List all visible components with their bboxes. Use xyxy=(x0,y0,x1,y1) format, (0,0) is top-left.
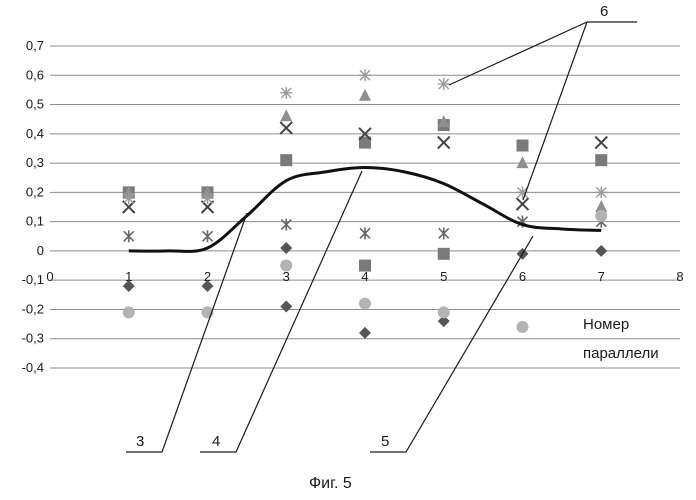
callout-leaders xyxy=(126,22,637,452)
y-tick-label: 0,7 xyxy=(26,38,44,53)
data-point-diamond xyxy=(280,242,292,254)
data-point-x xyxy=(595,137,607,149)
data-point-diamond xyxy=(280,301,292,313)
x-axis-title-line1: Номер xyxy=(583,316,629,333)
data-point-circle xyxy=(438,306,450,318)
y-tick-label: 0,6 xyxy=(26,67,44,82)
data-point-asterisk xyxy=(595,186,607,198)
data-point-x xyxy=(517,198,529,210)
data-point-star xyxy=(203,230,213,242)
callout-leader-5 xyxy=(370,236,533,452)
y-tick-label: 0,2 xyxy=(26,184,44,199)
data-point-circle xyxy=(280,260,292,272)
data-point-asterisk xyxy=(280,87,292,99)
callout-label-3: 3 xyxy=(136,433,144,450)
data-point-diamond xyxy=(595,245,607,257)
x-tick-label: 6 xyxy=(519,269,526,284)
data-point-triangle xyxy=(359,89,371,101)
data-point-asterisk xyxy=(202,192,214,204)
data-point-x xyxy=(280,122,292,134)
data-point-circle xyxy=(359,298,371,310)
data-point-triangle xyxy=(517,156,529,168)
data-point-diamond xyxy=(359,327,371,339)
data-point-asterisk xyxy=(438,78,450,90)
data-point-star xyxy=(360,227,370,239)
data-point-triangle xyxy=(280,109,292,121)
callout-leader-4 xyxy=(200,171,362,452)
data-point-circle xyxy=(517,321,529,333)
data-point-star xyxy=(439,227,449,239)
x-tick-label: 8 xyxy=(676,269,683,284)
data-point-asterisk xyxy=(123,192,135,204)
y-tick-label: 0,4 xyxy=(26,126,44,141)
data-point-asterisk xyxy=(359,69,371,81)
y-tick-label: -0,1 xyxy=(22,272,44,287)
data-point-square xyxy=(517,140,529,152)
y-tick-label: -0,4 xyxy=(22,360,44,375)
data-point-circle xyxy=(123,306,135,318)
figure-caption: Фиг. 5 xyxy=(309,475,352,492)
y-axis-ticks: 0,7 0,6 0,5 0,4 0,3 0,2 0,1 0 -0,1 -0,2 -0,3 -0,4 xyxy=(22,38,44,375)
callout-label-5: 5 xyxy=(381,433,389,450)
data-point-square xyxy=(595,154,607,166)
y-tick-label: -0,2 xyxy=(22,301,44,316)
data-point-star xyxy=(281,219,291,231)
data-point-x xyxy=(438,137,450,149)
data-point-square xyxy=(359,260,371,272)
y-tick-label: 0 xyxy=(37,243,44,258)
x-tick-label: 7 xyxy=(598,269,605,284)
y-tick-label: -0,3 xyxy=(22,331,44,346)
data-point-circle xyxy=(595,210,607,222)
callout-label-4: 4 xyxy=(212,433,220,450)
callout-leader-6b xyxy=(523,22,587,200)
data-points xyxy=(123,69,608,339)
x-axis-title-line2: параллели xyxy=(583,345,659,362)
x-tick-label: 5 xyxy=(440,269,447,284)
data-point-square xyxy=(438,248,450,260)
y-tick-label: 0,3 xyxy=(26,155,44,170)
x-tick-label: 0 xyxy=(46,269,53,284)
y-tick-label: 0,1 xyxy=(26,214,44,229)
y-tick-label: 0,5 xyxy=(26,97,44,112)
callout-leader-3 xyxy=(126,213,247,452)
data-point-star xyxy=(124,230,134,242)
data-point-square xyxy=(280,154,292,166)
callout-label-6: 6 xyxy=(600,3,608,20)
